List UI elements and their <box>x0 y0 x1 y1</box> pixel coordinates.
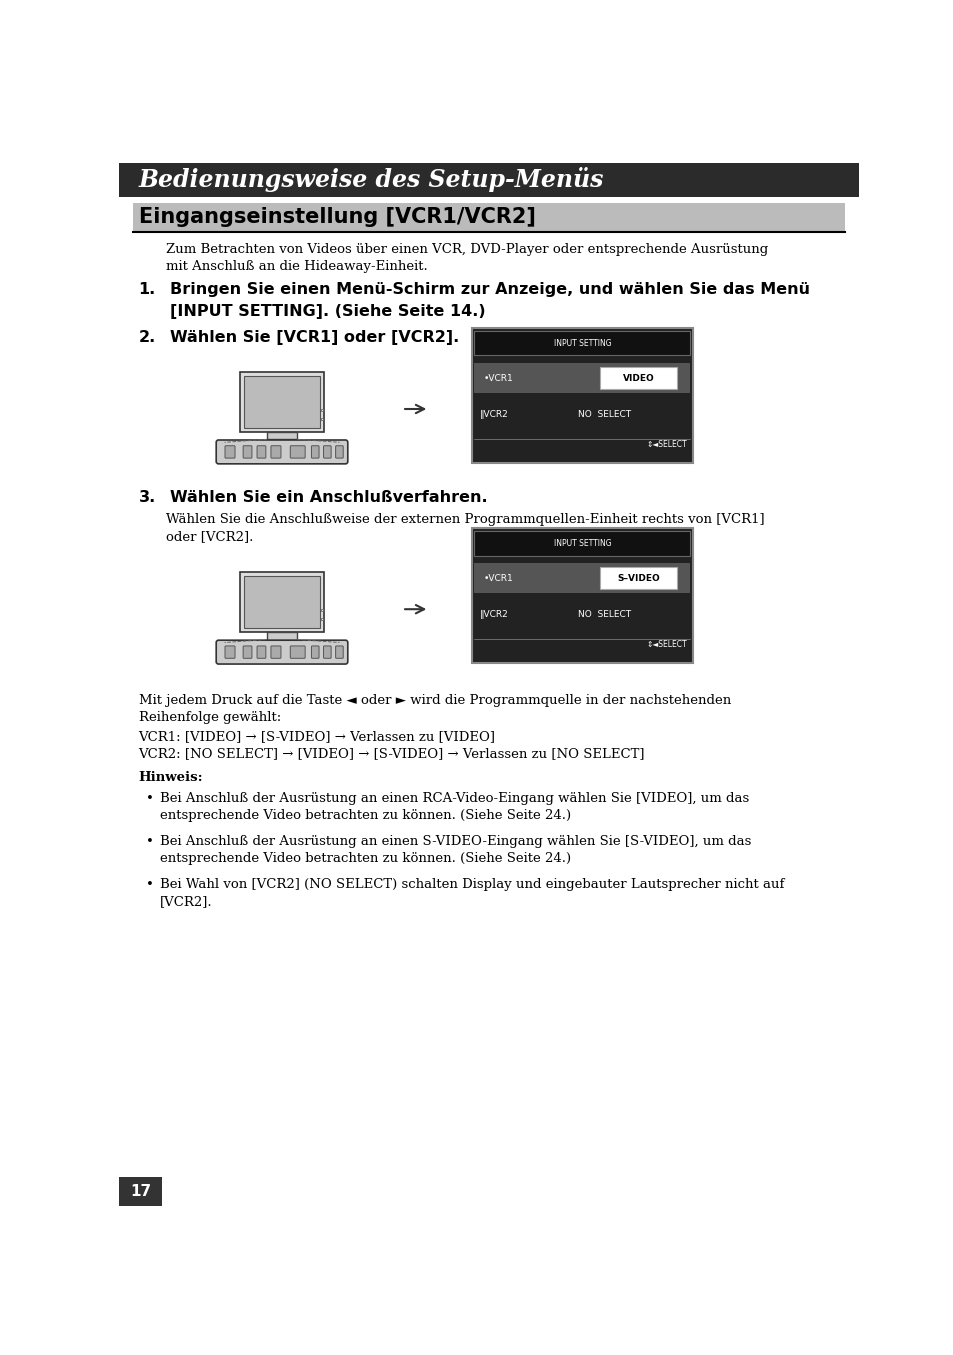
Text: oder [VCR2].: oder [VCR2]. <box>166 530 253 543</box>
Text: Wählen Sie ein Anschlußverfahren.: Wählen Sie ein Anschlußverfahren. <box>170 491 487 505</box>
Text: Mit jedem Druck auf die Taste ◄ oder ► wird die Programmquelle in der nachstehen: Mit jedem Druck auf die Taste ◄ oder ► w… <box>138 694 730 707</box>
Text: entsprechende Video betrachten zu können. (Siehe Seite 24.): entsprechende Video betrachten zu können… <box>159 809 570 821</box>
Bar <box>320 608 323 611</box>
Text: entsprechende Video betrachten zu können. (Siehe Seite 24.): entsprechende Video betrachten zu können… <box>159 852 570 864</box>
FancyBboxPatch shape <box>290 446 305 458</box>
Text: ‖VCR2: ‖VCR2 <box>479 610 508 619</box>
FancyBboxPatch shape <box>256 646 266 659</box>
Text: mit Anschluß an die Hideaway-Einheit.: mit Anschluß an die Hideaway-Einheit. <box>166 260 427 274</box>
Text: Wählen Sie die Anschlußweise der externen Programmquellen-Einheit rechts von [VC: Wählen Sie die Anschlußweise der externe… <box>166 514 763 526</box>
Text: 2.: 2. <box>138 329 155 344</box>
Text: •: • <box>146 791 154 805</box>
FancyBboxPatch shape <box>243 446 252 458</box>
Bar <box>474 331 690 355</box>
Text: Wählen Sie [VCR1] oder [VCR2].: Wählen Sie [VCR1] oder [VCR2]. <box>170 329 458 344</box>
FancyBboxPatch shape <box>311 446 318 458</box>
Bar <box>239 373 324 432</box>
FancyBboxPatch shape <box>225 646 234 659</box>
Text: ‖VCR2: ‖VCR2 <box>479 411 508 419</box>
Bar <box>320 409 323 411</box>
Bar <box>474 531 690 556</box>
Text: [INPUT SETTING]. (Siehe Seite 14.): [INPUT SETTING]. (Siehe Seite 14.) <box>170 304 485 318</box>
Bar <box>474 564 690 593</box>
Text: INPUT SETTING: INPUT SETTING <box>553 339 611 348</box>
Bar <box>474 363 690 393</box>
Text: Bei Anschluß der Ausrüstung an einen RCA-Video-Eingang wählen Sie [VIDEO], um da: Bei Anschluß der Ausrüstung an einen RCA… <box>159 791 748 805</box>
Text: [VCR2].: [VCR2]. <box>159 894 212 908</box>
Text: 17: 17 <box>130 1184 151 1199</box>
Text: Zum Betrachten von Videos über einen VCR, DVD-Player oder entsprechende Ausrüstu: Zum Betrachten von Videos über einen VCR… <box>166 244 767 256</box>
Bar <box>599 367 677 389</box>
Text: ⇕◄SELECT: ⇕◄SELECT <box>645 439 686 449</box>
FancyBboxPatch shape <box>216 640 348 664</box>
Text: INPUT SETTING: INPUT SETTING <box>553 539 611 547</box>
Bar <box>239 572 324 633</box>
Bar <box>267 432 296 439</box>
Text: •VCR1: •VCR1 <box>483 573 513 583</box>
Text: Bei Anschluß der Ausrüstung an einen S-VIDEO-Eingang wählen Sie [S-VIDEO], um da: Bei Anschluß der Ausrüstung an einen S-V… <box>159 835 750 848</box>
FancyBboxPatch shape <box>311 646 318 659</box>
Bar <box>244 576 320 629</box>
Text: S–VIDEO: S–VIDEO <box>617 573 659 583</box>
Bar <box>320 618 323 621</box>
Bar <box>244 377 320 428</box>
Text: •: • <box>146 878 154 892</box>
FancyBboxPatch shape <box>256 446 266 458</box>
Text: Eingangseinstellung [VCR1/VCR2]: Eingangseinstellung [VCR1/VCR2] <box>138 207 535 226</box>
FancyBboxPatch shape <box>290 646 305 659</box>
Text: Reihenfolge gewählt:: Reihenfolge gewählt: <box>138 711 280 724</box>
FancyBboxPatch shape <box>271 646 281 659</box>
FancyBboxPatch shape <box>335 646 343 659</box>
Bar <box>119 163 858 198</box>
Text: VIDEO: VIDEO <box>622 374 654 382</box>
Text: ⇕◄SELECT: ⇕◄SELECT <box>645 640 686 649</box>
Bar <box>599 568 677 589</box>
FancyBboxPatch shape <box>216 440 348 463</box>
FancyBboxPatch shape <box>225 446 234 458</box>
Text: •VCR1: •VCR1 <box>483 374 513 382</box>
Text: VCR1: [VIDEO] → [S-VIDEO] → Verlassen zu [VIDEO]: VCR1: [VIDEO] → [S-VIDEO] → Verlassen zu… <box>138 730 496 743</box>
Text: NO  SELECT: NO SELECT <box>578 610 630 619</box>
Text: Hinweis:: Hinweis: <box>138 771 203 785</box>
Text: 1.: 1. <box>138 282 155 297</box>
Text: Bei Wahl von [VCR2] (NO SELECT) schalten Display und eingebauter Lautsprecher ni: Bei Wahl von [VCR2] (NO SELECT) schalten… <box>159 878 783 892</box>
Text: NO  SELECT: NO SELECT <box>578 411 630 419</box>
Bar <box>119 1176 162 1206</box>
Bar <box>472 328 692 463</box>
Text: Bringen Sie einen Menü-Schirm zur Anzeige, und wählen Sie das Menü: Bringen Sie einen Menü-Schirm zur Anzeig… <box>170 282 809 297</box>
Bar <box>267 633 296 640</box>
Bar <box>320 417 323 420</box>
FancyBboxPatch shape <box>271 446 281 458</box>
Text: •: • <box>146 835 154 848</box>
Text: VCR2: [NO SELECT] → [VIDEO] → [S-VIDEO] → Verlassen zu [NO SELECT]: VCR2: [NO SELECT] → [VIDEO] → [S-VIDEO] … <box>138 747 644 760</box>
FancyBboxPatch shape <box>243 646 252 659</box>
FancyBboxPatch shape <box>335 446 343 458</box>
Bar <box>472 528 692 663</box>
FancyBboxPatch shape <box>323 446 331 458</box>
Text: Bedienungsweise des Setup-Menüs: Bedienungsweise des Setup-Menüs <box>138 168 603 192</box>
Bar <box>133 203 843 232</box>
FancyBboxPatch shape <box>323 646 331 659</box>
Text: 3.: 3. <box>138 491 155 505</box>
